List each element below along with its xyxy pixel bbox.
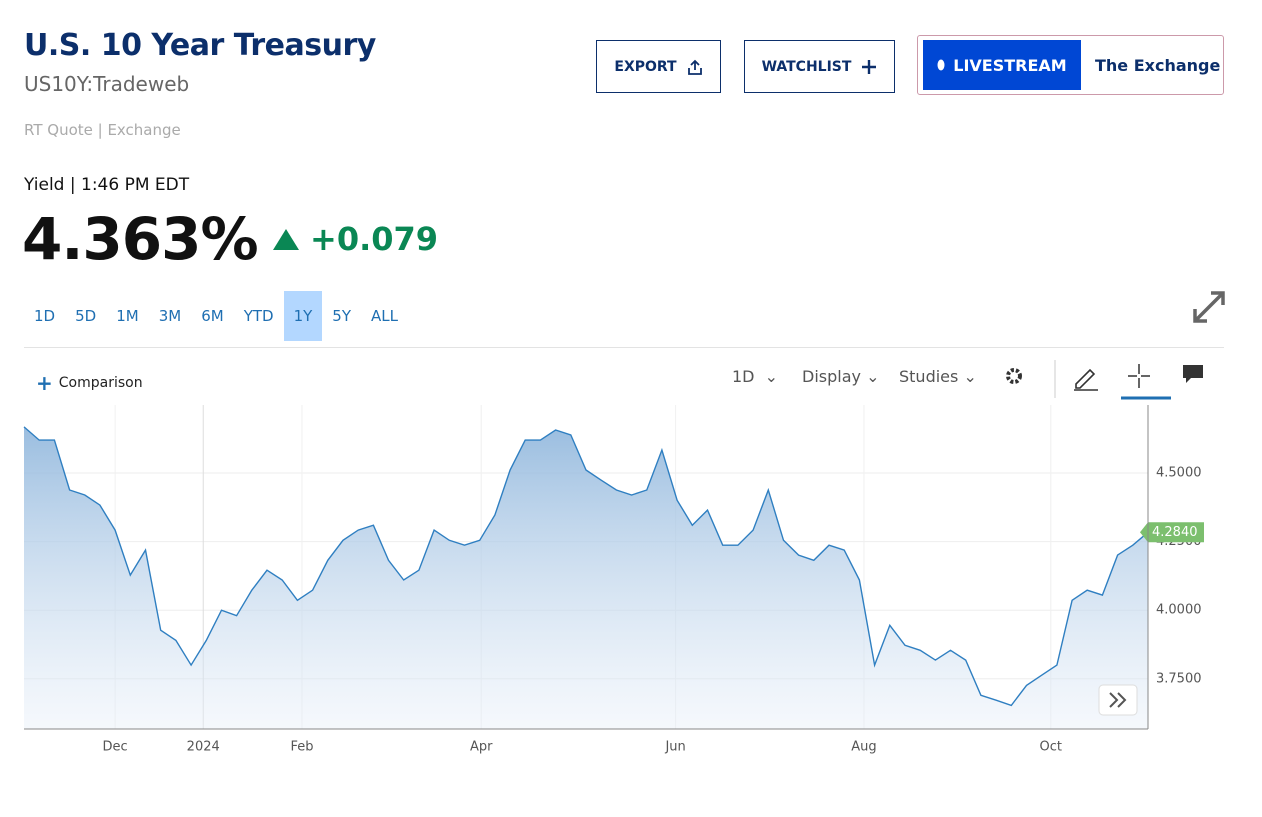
interval-label: 1D	[732, 367, 755, 386]
chart-tools	[1006, 360, 1203, 400]
range-button[interactable]: 1Y	[283, 291, 323, 341]
comment-icon[interactable]	[1183, 365, 1203, 383]
title: U.S. 10 Year Treasury	[24, 28, 376, 63]
expand-icon[interactable]	[1192, 290, 1226, 324]
scroll-button[interactable]	[1098, 684, 1138, 716]
range-button[interactable]: ALL	[371, 307, 398, 325]
live-dot	[937, 59, 945, 71]
yield-label: Yield | 1:46 PM EDT	[24, 175, 190, 195]
last-value-tag	[1140, 522, 1204, 543]
share-icon	[687, 59, 702, 75]
livestream-button[interactable]: LIVESTREAM	[923, 40, 1081, 90]
display-menu[interactable]: Display ⌄	[802, 367, 880, 386]
x-tick-label: Aug	[851, 740, 876, 755]
plus-icon	[862, 59, 877, 74]
draw-icon[interactable]	[1074, 368, 1098, 391]
source: RT Quote | Exchange	[24, 121, 181, 139]
comparison-label: Comparison	[58, 375, 143, 391]
y-tick-label: 4.5000	[1156, 466, 1202, 481]
studies-menu[interactable]: Studies ⌄	[899, 367, 977, 386]
price: 4.363%	[22, 205, 259, 273]
y-tick-label: 4.0000	[1156, 603, 1202, 618]
area	[24, 426, 1148, 729]
range-button[interactable]: YTD	[243, 307, 274, 325]
crosshair-icon[interactable]	[1128, 364, 1150, 388]
exchange-label: The Exchange	[1095, 55, 1221, 75]
x-tick-label: Feb	[290, 740, 313, 755]
y-tick-label: 3.7500	[1156, 671, 1202, 686]
range-button[interactable]: 6M	[201, 307, 224, 325]
interval-menu[interactable]: 1D ⌄	[732, 367, 779, 386]
range-button[interactable]: 1M	[116, 307, 139, 325]
range-button[interactable]: 5Y	[332, 307, 352, 325]
livestream-box[interactable]: LIVESTREAM The Exchange	[917, 35, 1224, 95]
change-value: +0.079	[310, 220, 439, 258]
last-value-label: 4.2840	[1152, 525, 1198, 540]
export-label: EXPORT	[614, 58, 677, 75]
change: +0.079	[272, 220, 438, 258]
livestream-label: LIVESTREAM	[953, 55, 1067, 75]
x-tick-label: 2024	[187, 740, 220, 755]
range-button[interactable]: 5D	[75, 307, 97, 325]
studies-label: Studies	[899, 367, 959, 386]
watchlist-button[interactable]: WATCHLIST	[744, 40, 895, 93]
separator	[24, 347, 1224, 348]
x-tick-label: Apr	[470, 740, 493, 755]
display-label: Display	[802, 367, 861, 386]
range-button[interactable]: 1D	[34, 307, 56, 325]
plus-sign: +	[36, 371, 53, 395]
range-selector: 1D 5D 1M 3M 6M YTD 1Y 5Y ALL	[24, 291, 408, 341]
line	[23, 426, 1149, 707]
watchlist-label: WATCHLIST	[761, 58, 852, 75]
x-tick-label: Jun	[664, 740, 685, 755]
comparison-button[interactable]: + Comparison	[36, 371, 143, 395]
up-arrow	[273, 229, 299, 250]
x-tick-label: Dec	[103, 740, 128, 755]
x-tick-label: Oct	[1040, 740, 1062, 755]
symbol: US10Y:Tradeweb	[24, 72, 190, 96]
export-button[interactable]: EXPORT	[596, 40, 721, 93]
settings-icon[interactable]	[1006, 368, 1022, 384]
range-button[interactable]: 3M	[158, 307, 182, 325]
